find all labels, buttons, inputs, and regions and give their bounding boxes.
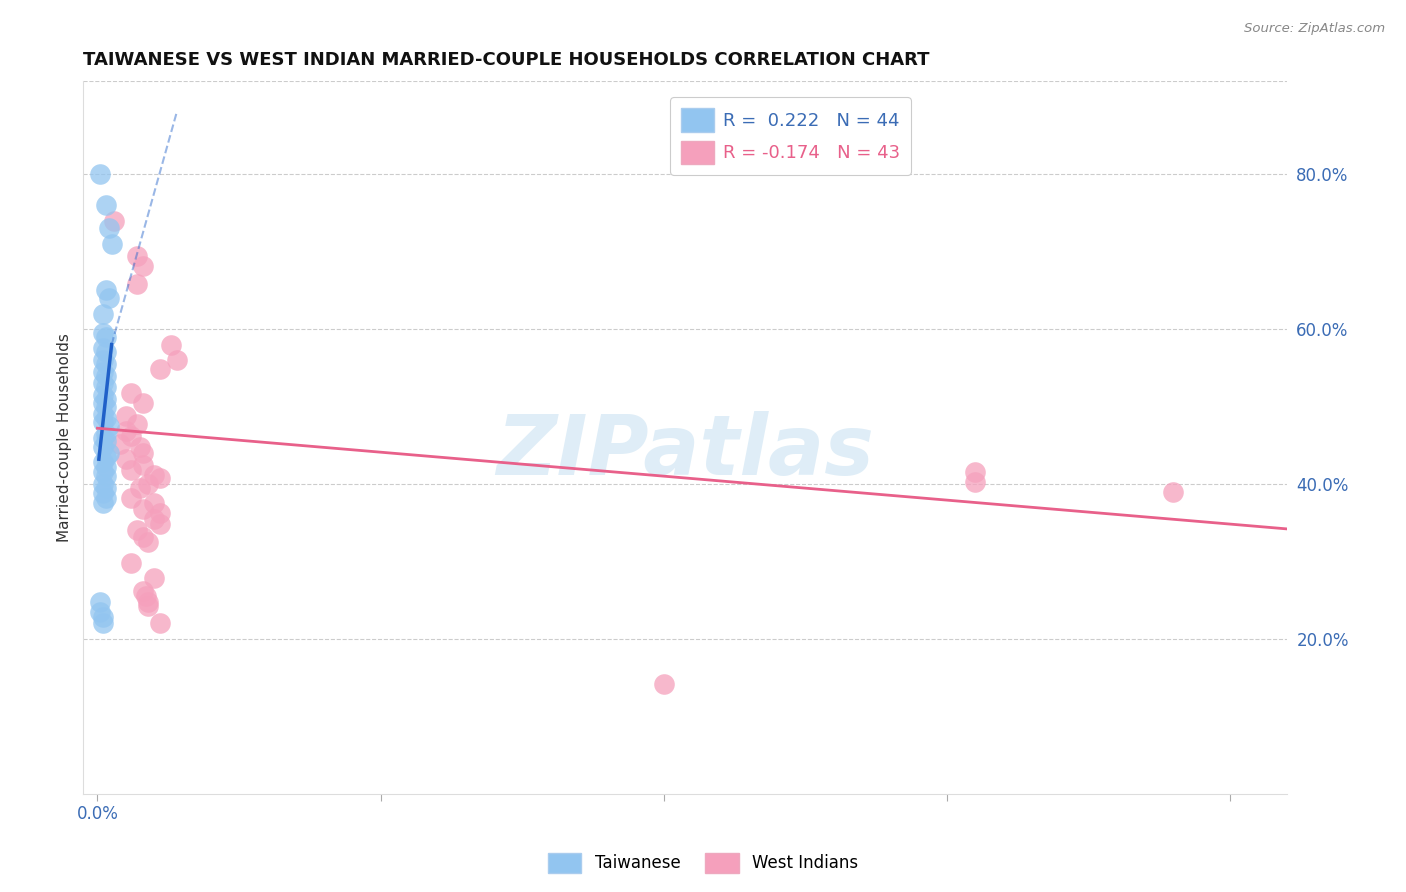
Point — [120, 556, 142, 570]
Point — [100, 236, 122, 251]
Point — [91, 430, 114, 444]
Point — [91, 376, 114, 391]
Point — [135, 589, 157, 603]
Text: ZIPatlas: ZIPatlas — [496, 411, 875, 492]
Point — [94, 491, 117, 505]
Point — [149, 517, 172, 532]
Point — [91, 326, 114, 340]
Point — [94, 400, 117, 414]
Point — [94, 345, 117, 359]
Point — [91, 407, 114, 421]
Point — [114, 409, 136, 423]
Point — [91, 353, 114, 368]
Legend: Taiwanese, West Indians: Taiwanese, West Indians — [541, 847, 865, 880]
Text: TAIWANESE VS WEST INDIAN MARRIED-COUPLE HOUSEHOLDS CORRELATION CHART: TAIWANESE VS WEST INDIAN MARRIED-COUPLE … — [83, 51, 929, 69]
Point — [1163, 484, 1185, 499]
Point — [132, 458, 155, 472]
Point — [89, 595, 111, 609]
Point — [129, 440, 152, 454]
Point — [965, 475, 987, 490]
Point — [94, 481, 117, 495]
Point — [127, 417, 149, 431]
Point — [138, 599, 160, 614]
Point — [97, 221, 120, 235]
Point — [97, 446, 120, 460]
Point — [94, 411, 117, 425]
Point — [138, 595, 160, 609]
Point — [149, 471, 172, 485]
Point — [94, 368, 117, 383]
Point — [108, 436, 131, 450]
Point — [129, 481, 152, 495]
Point — [97, 418, 120, 433]
Point — [91, 365, 114, 379]
Point — [120, 385, 142, 400]
Point — [94, 198, 117, 212]
Point — [91, 616, 114, 631]
Point — [120, 463, 142, 477]
Point — [143, 467, 166, 482]
Point — [94, 380, 117, 394]
Point — [143, 571, 166, 585]
Point — [91, 496, 114, 510]
Point — [138, 535, 160, 549]
Point — [91, 455, 114, 469]
Point — [89, 605, 111, 619]
Point — [91, 342, 114, 356]
Point — [103, 213, 125, 227]
Point — [97, 291, 120, 305]
Point — [91, 440, 114, 454]
Point — [91, 395, 114, 409]
Point — [94, 434, 117, 449]
Point — [91, 486, 114, 500]
Point — [652, 677, 675, 691]
Point — [965, 466, 987, 480]
Point — [143, 496, 166, 510]
Point — [89, 167, 111, 181]
Point — [138, 477, 160, 491]
Point — [127, 277, 149, 292]
Point — [132, 259, 155, 273]
Point — [114, 425, 136, 439]
Point — [149, 362, 172, 376]
Point — [91, 610, 114, 624]
Point — [114, 452, 136, 467]
Point — [94, 426, 117, 441]
Point — [132, 501, 155, 516]
Point — [91, 307, 114, 321]
Point — [166, 353, 188, 368]
Point — [120, 491, 142, 505]
Point — [94, 459, 117, 474]
Point — [91, 388, 114, 402]
Point — [94, 450, 117, 464]
Point — [94, 392, 117, 406]
Point — [94, 284, 117, 298]
Point — [91, 415, 114, 429]
Point — [160, 337, 183, 351]
Text: Source: ZipAtlas.com: Source: ZipAtlas.com — [1244, 22, 1385, 36]
Point — [127, 248, 149, 262]
Point — [143, 512, 166, 526]
Point — [94, 469, 117, 483]
Point — [91, 466, 114, 480]
Point — [127, 524, 149, 538]
Point — [94, 357, 117, 371]
Point — [149, 616, 172, 631]
Point — [120, 429, 142, 443]
Point — [132, 446, 155, 460]
Point — [91, 477, 114, 491]
Point — [132, 395, 155, 409]
Point — [132, 583, 155, 598]
Legend: R =  0.222   N = 44, R = -0.174   N = 43: R = 0.222 N = 44, R = -0.174 N = 43 — [671, 97, 911, 175]
Point — [132, 530, 155, 544]
Y-axis label: Married-couple Households: Married-couple Households — [58, 333, 72, 542]
Point — [94, 330, 117, 344]
Point — [149, 507, 172, 521]
